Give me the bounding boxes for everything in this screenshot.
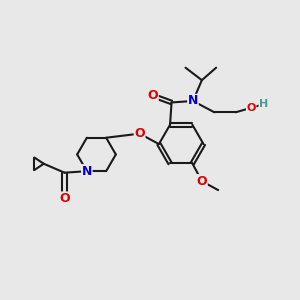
Text: O: O <box>196 175 207 188</box>
Text: O: O <box>134 127 145 140</box>
Text: H: H <box>259 99 268 109</box>
Text: O: O <box>247 103 256 113</box>
Text: N: N <box>188 94 198 107</box>
Text: N: N <box>82 165 92 178</box>
Text: O: O <box>148 88 158 101</box>
Text: O: O <box>59 192 70 205</box>
